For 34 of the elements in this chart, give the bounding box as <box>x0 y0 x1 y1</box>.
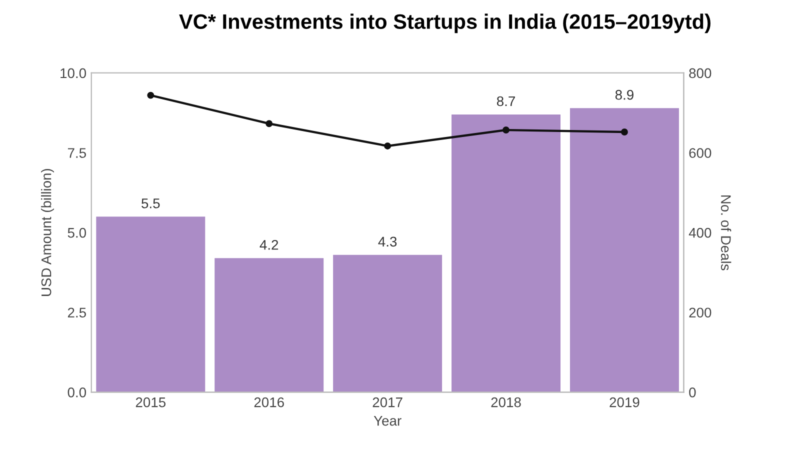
x-axis-title: Year <box>374 416 402 426</box>
y2-tick-label: 400 <box>688 228 712 238</box>
bar <box>570 108 679 392</box>
point <box>147 92 154 99</box>
data-label: 5.5 <box>142 198 160 208</box>
data-label: 8.9 <box>615 90 634 100</box>
point <box>266 120 273 128</box>
data-label: 8.7 <box>496 96 515 106</box>
bar <box>333 254 442 392</box>
chart-title: VC* Investments into Startups in India (2015–2019ytd) <box>179 14 710 34</box>
y-axis-title: USD Amount (billion) <box>41 168 54 296</box>
y2-tick-label: 800 <box>689 68 712 78</box>
x-tick-label: 2019 <box>610 397 640 408</box>
y-tick-label: 0.0 <box>68 387 86 398</box>
bar <box>96 216 206 392</box>
y2-tick-label: 600 <box>689 148 712 158</box>
bar <box>452 114 561 392</box>
y-tick-label: 10.0 <box>60 68 86 78</box>
x-tick-label: 2018 <box>491 397 521 408</box>
y2-tick-label: 200 <box>689 308 712 318</box>
y-tick-label: 2.5 <box>68 308 86 318</box>
data-label: 4.3 <box>378 236 397 247</box>
point <box>502 126 510 134</box>
data-label: 4.2 <box>260 240 278 250</box>
bar <box>214 258 324 392</box>
x-tick-label: 2017 <box>372 397 402 408</box>
y-tick-label: 5.0 <box>68 228 86 238</box>
point <box>621 128 628 136</box>
y2-axis-title: No. of Deals <box>720 195 732 270</box>
x-tick-label: 2016 <box>254 397 284 408</box>
x-tick-label: 2015 <box>136 397 166 408</box>
y-tick-label: 7.5 <box>68 148 86 158</box>
y2-tick-label: 0 <box>689 387 696 398</box>
point <box>384 142 392 150</box>
